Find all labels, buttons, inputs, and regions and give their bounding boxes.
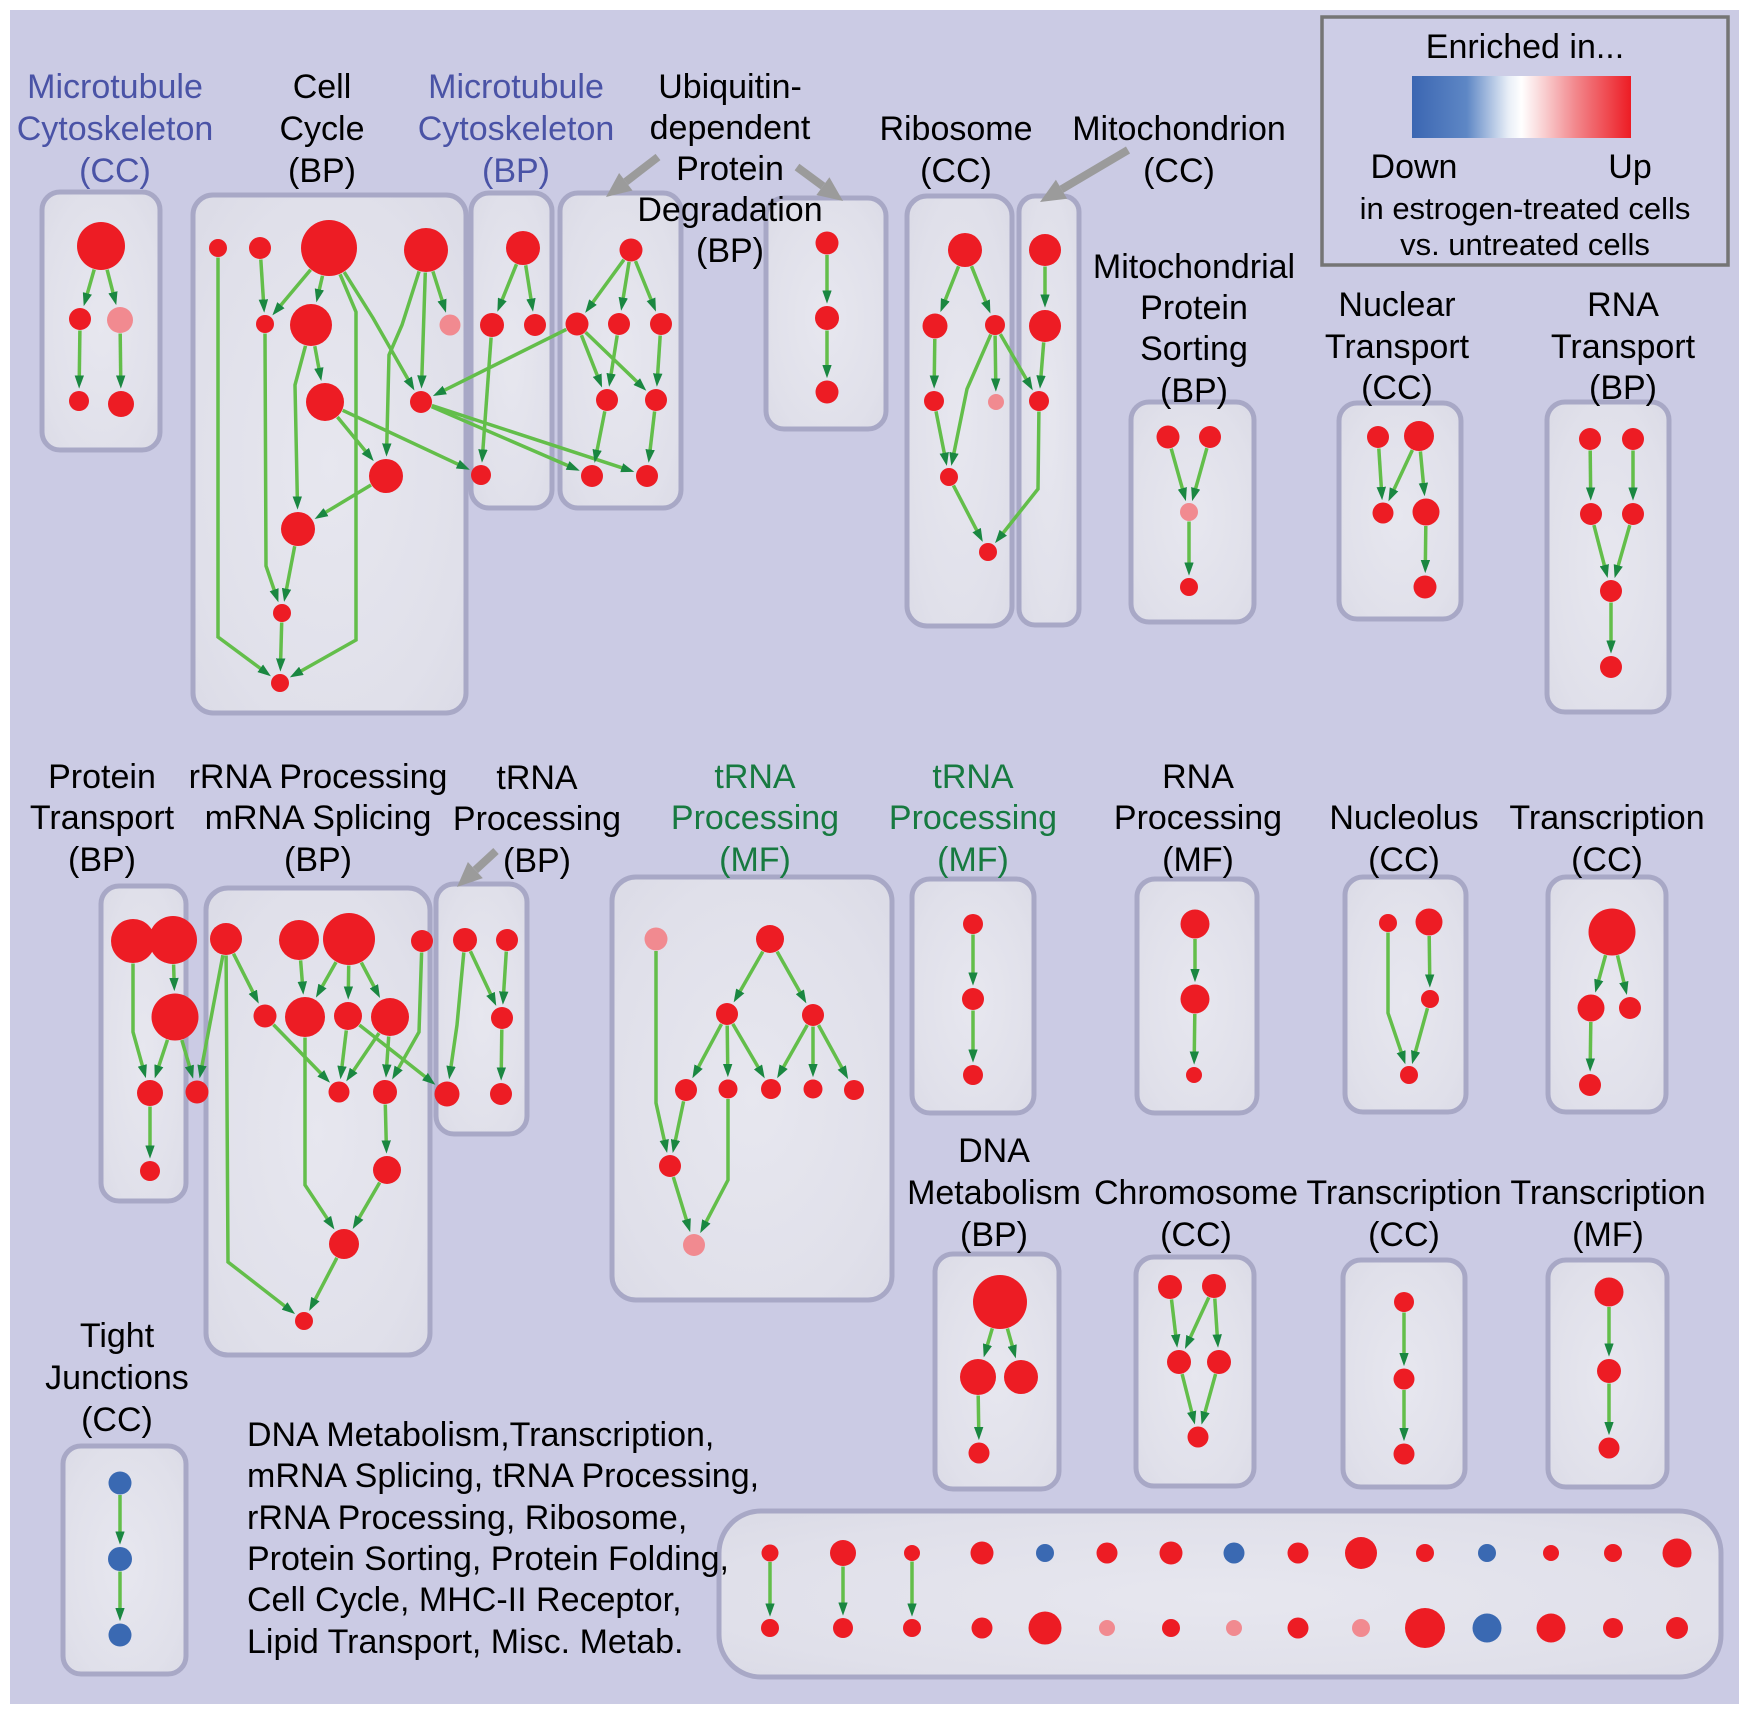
svg-text:Cycle: Cycle [279,110,364,148]
svg-text:mRNA Splicing: mRNA Splicing [205,799,432,837]
svg-text:(CC): (CC) [920,152,992,190]
svg-text:Ribosome: Ribosome [879,110,1032,148]
svg-text:Processing: Processing [1114,799,1282,837]
svg-text:Transport: Transport [1325,328,1470,366]
svg-text:(BP): (BP) [68,841,136,879]
svg-text:(BP): (BP) [284,841,352,879]
svg-text:Transcription: Transcription [1510,1174,1705,1212]
svg-text:Microtubule: Microtubule [428,68,604,106]
svg-text:Cell Cycle, MHC-II Receptor,: Cell Cycle, MHC-II Receptor, [247,1581,682,1619]
svg-text:Junctions: Junctions [45,1359,189,1397]
svg-text:Down: Down [1371,148,1458,186]
svg-text:Transport: Transport [30,799,175,837]
svg-text:Chromosome: Chromosome [1094,1174,1298,1212]
svg-text:(CC): (CC) [1143,152,1215,190]
svg-text:Enriched in...: Enriched in... [1426,28,1624,66]
svg-text:Cytoskeleton: Cytoskeleton [17,110,214,148]
svg-text:Metabolism: Metabolism [907,1174,1081,1212]
svg-text:Degradation: Degradation [637,191,822,229]
svg-text:Tight: Tight [80,1317,155,1355]
svg-text:Nucleolus: Nucleolus [1329,799,1478,837]
svg-text:(BP): (BP) [1589,369,1657,407]
svg-text:(CC): (CC) [81,1401,153,1439]
svg-text:(CC): (CC) [1361,369,1433,407]
svg-text:Protein: Protein [1140,289,1248,327]
svg-text:Cytoskeleton: Cytoskeleton [418,110,615,148]
svg-text:Up: Up [1608,148,1651,186]
svg-text:RNA: RNA [1162,758,1234,796]
svg-text:Protein Sorting, Protein Foldi: Protein Sorting, Protein Folding, [247,1540,729,1578]
svg-text:(BP): (BP) [503,842,571,880]
svg-text:(BP): (BP) [960,1216,1028,1254]
svg-text:mRNA Splicing, tRNA Processing: mRNA Splicing, tRNA Processing, [247,1457,759,1495]
svg-text:RNA: RNA [1587,286,1659,324]
svg-text:Processing: Processing [671,799,839,837]
svg-text:Mitochondrial: Mitochondrial [1093,248,1295,286]
svg-text:tRNA: tRNA [714,758,796,796]
svg-text:(MF): (MF) [937,841,1009,879]
svg-text:(BP): (BP) [482,152,550,190]
svg-text:dependent: dependent [650,109,811,147]
svg-text:(MF): (MF) [1162,841,1234,879]
svg-text:tRNA: tRNA [496,759,578,797]
svg-text:Protein: Protein [676,150,784,188]
svg-text:rRNA Processing: rRNA Processing [189,758,448,796]
svg-text:Processing: Processing [889,799,1057,837]
svg-text:(CC): (CC) [79,152,151,190]
svg-text:rRNA Processing, Ribosome,: rRNA Processing, Ribosome, [247,1499,687,1537]
svg-text:DNA Metabolism,Transcription,: DNA Metabolism,Transcription, [247,1416,714,1454]
svg-text:Mitochondrion: Mitochondrion [1072,110,1286,148]
svg-text:Protein: Protein [48,758,156,796]
svg-text:Cell: Cell [293,68,352,106]
svg-text:Sorting: Sorting [1140,330,1248,368]
svg-text:Processing: Processing [453,800,621,838]
svg-text:Lipid Transport, Misc. Metab.: Lipid Transport, Misc. Metab. [247,1623,684,1661]
svg-text:vs. untreated cells: vs. untreated cells [1400,227,1650,262]
svg-text:in estrogen-treated cells: in estrogen-treated cells [1360,191,1691,226]
svg-text:Ubiquitin-: Ubiquitin- [658,68,802,106]
svg-text:tRNA: tRNA [932,758,1014,796]
svg-text:(BP): (BP) [288,152,356,190]
svg-text:(BP): (BP) [696,232,764,270]
svg-text:DNA: DNA [958,1132,1030,1170]
svg-text:(BP): (BP) [1160,372,1228,410]
svg-text:(MF): (MF) [1572,1216,1644,1254]
svg-text:(CC): (CC) [1571,841,1643,879]
svg-text:Transcription: Transcription [1509,799,1704,837]
svg-text:Nuclear: Nuclear [1338,286,1455,324]
svg-text:Transport: Transport [1551,328,1696,366]
svg-text:Microtubule: Microtubule [27,68,203,106]
svg-text:(CC): (CC) [1368,841,1440,879]
svg-text:(CC): (CC) [1368,1216,1440,1254]
svg-text:Transcription: Transcription [1306,1174,1501,1212]
svg-text:(MF): (MF) [719,841,791,879]
svg-text:(CC): (CC) [1160,1216,1232,1254]
